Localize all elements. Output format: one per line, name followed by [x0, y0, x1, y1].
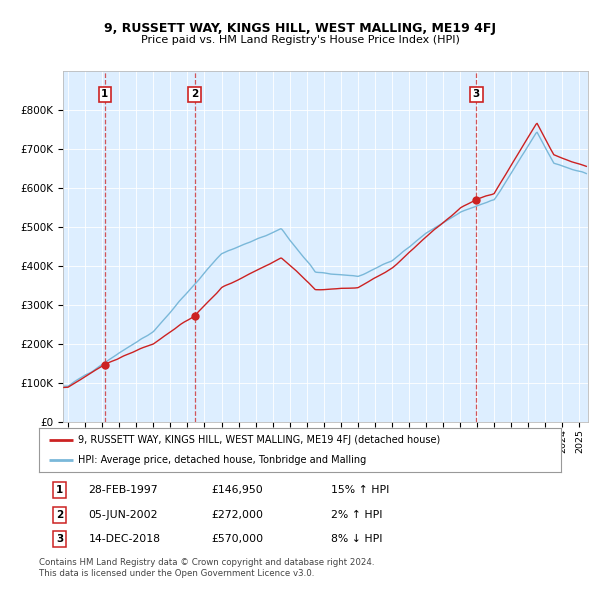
- Text: £570,000: £570,000: [211, 535, 263, 545]
- Text: 3: 3: [56, 535, 64, 545]
- Text: HPI: Average price, detached house, Tonbridge and Malling: HPI: Average price, detached house, Tonb…: [78, 455, 367, 466]
- Text: 9, RUSSETT WAY, KINGS HILL, WEST MALLING, ME19 4FJ (detached house): 9, RUSSETT WAY, KINGS HILL, WEST MALLING…: [78, 435, 440, 445]
- Text: 1: 1: [101, 89, 109, 99]
- Text: 2: 2: [56, 510, 64, 520]
- Text: 15% ↑ HPI: 15% ↑ HPI: [331, 486, 389, 495]
- Text: Contains HM Land Registry data © Crown copyright and database right 2024.
This d: Contains HM Land Registry data © Crown c…: [39, 558, 374, 578]
- Text: 28-FEB-1997: 28-FEB-1997: [89, 486, 158, 495]
- Text: 14-DEC-2018: 14-DEC-2018: [89, 535, 161, 545]
- Text: 9, RUSSETT WAY, KINGS HILL, WEST MALLING, ME19 4FJ: 9, RUSSETT WAY, KINGS HILL, WEST MALLING…: [104, 22, 496, 35]
- Text: 8% ↓ HPI: 8% ↓ HPI: [331, 535, 383, 545]
- Text: 3: 3: [473, 89, 480, 99]
- Text: Price paid vs. HM Land Registry's House Price Index (HPI): Price paid vs. HM Land Registry's House …: [140, 35, 460, 45]
- Text: £272,000: £272,000: [211, 510, 263, 520]
- Text: 2: 2: [191, 89, 199, 99]
- Text: 1: 1: [56, 486, 64, 495]
- Text: 2% ↑ HPI: 2% ↑ HPI: [331, 510, 383, 520]
- Text: 05-JUN-2002: 05-JUN-2002: [89, 510, 158, 520]
- Text: £146,950: £146,950: [211, 486, 263, 495]
